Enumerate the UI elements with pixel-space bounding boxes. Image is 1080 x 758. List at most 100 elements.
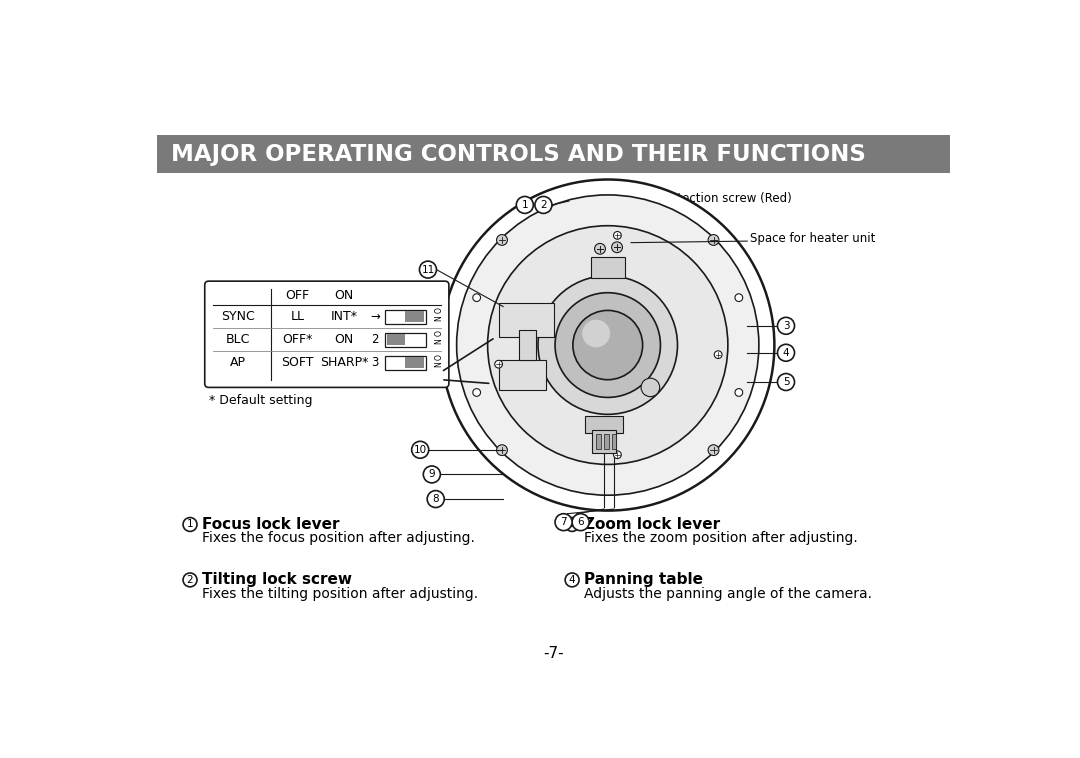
Circle shape	[611, 242, 622, 252]
Text: Adjusts the panning angle of the camera.: Adjusts the panning angle of the camera.	[583, 587, 872, 601]
Circle shape	[183, 573, 197, 587]
Text: 3: 3	[783, 321, 789, 330]
FancyBboxPatch shape	[387, 334, 405, 345]
Text: ON: ON	[335, 334, 354, 346]
FancyBboxPatch shape	[592, 430, 616, 453]
Text: 2nd transport protection screw (Red): 2nd transport protection screw (Red)	[572, 193, 792, 205]
Circle shape	[423, 466, 441, 483]
Circle shape	[473, 294, 481, 302]
FancyBboxPatch shape	[518, 330, 536, 361]
Circle shape	[565, 518, 579, 531]
Text: 2: 2	[187, 575, 193, 585]
Circle shape	[555, 293, 661, 397]
Circle shape	[419, 261, 436, 278]
Text: 10: 10	[414, 445, 427, 455]
FancyBboxPatch shape	[405, 312, 424, 322]
Circle shape	[572, 311, 643, 380]
Text: OFF*: OFF*	[283, 334, 313, 346]
FancyBboxPatch shape	[205, 281, 449, 387]
Text: 5: 5	[783, 377, 789, 387]
Circle shape	[555, 514, 572, 531]
Circle shape	[572, 514, 590, 531]
FancyBboxPatch shape	[591, 256, 625, 278]
Circle shape	[183, 518, 197, 531]
Circle shape	[495, 360, 502, 368]
Circle shape	[497, 234, 508, 246]
Text: ON: ON	[335, 290, 354, 302]
Circle shape	[708, 445, 719, 456]
Text: →: →	[370, 310, 380, 323]
Text: BLC: BLC	[226, 334, 251, 346]
Text: AP: AP	[230, 356, 246, 369]
Circle shape	[565, 573, 579, 587]
Text: 8: 8	[432, 494, 438, 504]
Text: Space for heater unit: Space for heater unit	[750, 232, 875, 246]
Text: 1: 1	[522, 200, 528, 210]
Text: 3: 3	[569, 519, 576, 530]
Text: SOFT: SOFT	[282, 356, 314, 369]
Text: Fixes the tilting position after adjusting.: Fixes the tilting position after adjusti…	[202, 587, 477, 601]
Text: 1: 1	[187, 519, 193, 530]
Text: -7-: -7-	[543, 646, 564, 660]
Text: 4: 4	[783, 348, 789, 358]
Text: SYNC: SYNC	[221, 310, 255, 323]
Circle shape	[735, 294, 743, 302]
FancyBboxPatch shape	[596, 434, 600, 449]
Circle shape	[516, 196, 534, 214]
Text: * Default setting: * Default setting	[208, 394, 312, 407]
Text: N: N	[434, 315, 443, 321]
Text: OFF: OFF	[286, 290, 310, 302]
FancyBboxPatch shape	[405, 357, 424, 368]
Circle shape	[714, 351, 723, 359]
Text: O: O	[434, 354, 443, 359]
Circle shape	[595, 243, 606, 254]
Circle shape	[428, 490, 444, 508]
FancyBboxPatch shape	[386, 309, 426, 324]
FancyBboxPatch shape	[157, 135, 950, 174]
Circle shape	[441, 180, 774, 511]
Circle shape	[411, 441, 429, 459]
Text: 3: 3	[372, 356, 379, 369]
Circle shape	[582, 320, 610, 347]
Circle shape	[778, 344, 795, 362]
FancyBboxPatch shape	[584, 416, 623, 433]
Text: LL: LL	[291, 310, 305, 323]
Text: SHARP*: SHARP*	[320, 356, 368, 369]
Text: N: N	[434, 338, 443, 344]
Text: 9: 9	[429, 469, 435, 479]
Circle shape	[735, 389, 743, 396]
Circle shape	[613, 231, 621, 240]
Circle shape	[488, 226, 728, 465]
Circle shape	[778, 374, 795, 390]
Circle shape	[497, 445, 508, 456]
Text: MAJOR OPERATING CONTROLS AND THEIR FUNCTIONS: MAJOR OPERATING CONTROLS AND THEIR FUNCT…	[171, 143, 865, 165]
Text: 6: 6	[578, 517, 584, 527]
FancyBboxPatch shape	[499, 361, 545, 390]
Text: Fixes the focus position after adjusting.: Fixes the focus position after adjusting…	[202, 531, 474, 545]
Text: 7: 7	[561, 517, 567, 527]
Circle shape	[457, 195, 759, 495]
Text: O: O	[434, 308, 443, 313]
FancyBboxPatch shape	[386, 333, 426, 346]
Text: 2: 2	[372, 334, 379, 346]
FancyBboxPatch shape	[499, 302, 554, 337]
Circle shape	[538, 276, 677, 415]
Circle shape	[535, 196, 552, 214]
Circle shape	[708, 234, 719, 246]
Text: Panning table: Panning table	[583, 572, 703, 587]
Text: 4: 4	[569, 575, 576, 585]
Text: INT*: INT*	[330, 310, 357, 323]
Text: N: N	[434, 362, 443, 367]
Text: 2: 2	[540, 200, 546, 210]
FancyBboxPatch shape	[611, 434, 617, 449]
Text: Fixes the zoom position after adjusting.: Fixes the zoom position after adjusting.	[583, 531, 858, 545]
Text: Tilting lock screw: Tilting lock screw	[202, 572, 352, 587]
FancyBboxPatch shape	[604, 434, 608, 449]
Circle shape	[613, 451, 621, 459]
FancyBboxPatch shape	[386, 356, 426, 370]
Circle shape	[778, 318, 795, 334]
Text: 11: 11	[421, 265, 434, 274]
Circle shape	[473, 389, 481, 396]
Circle shape	[642, 378, 660, 396]
Text: O: O	[434, 330, 443, 337]
